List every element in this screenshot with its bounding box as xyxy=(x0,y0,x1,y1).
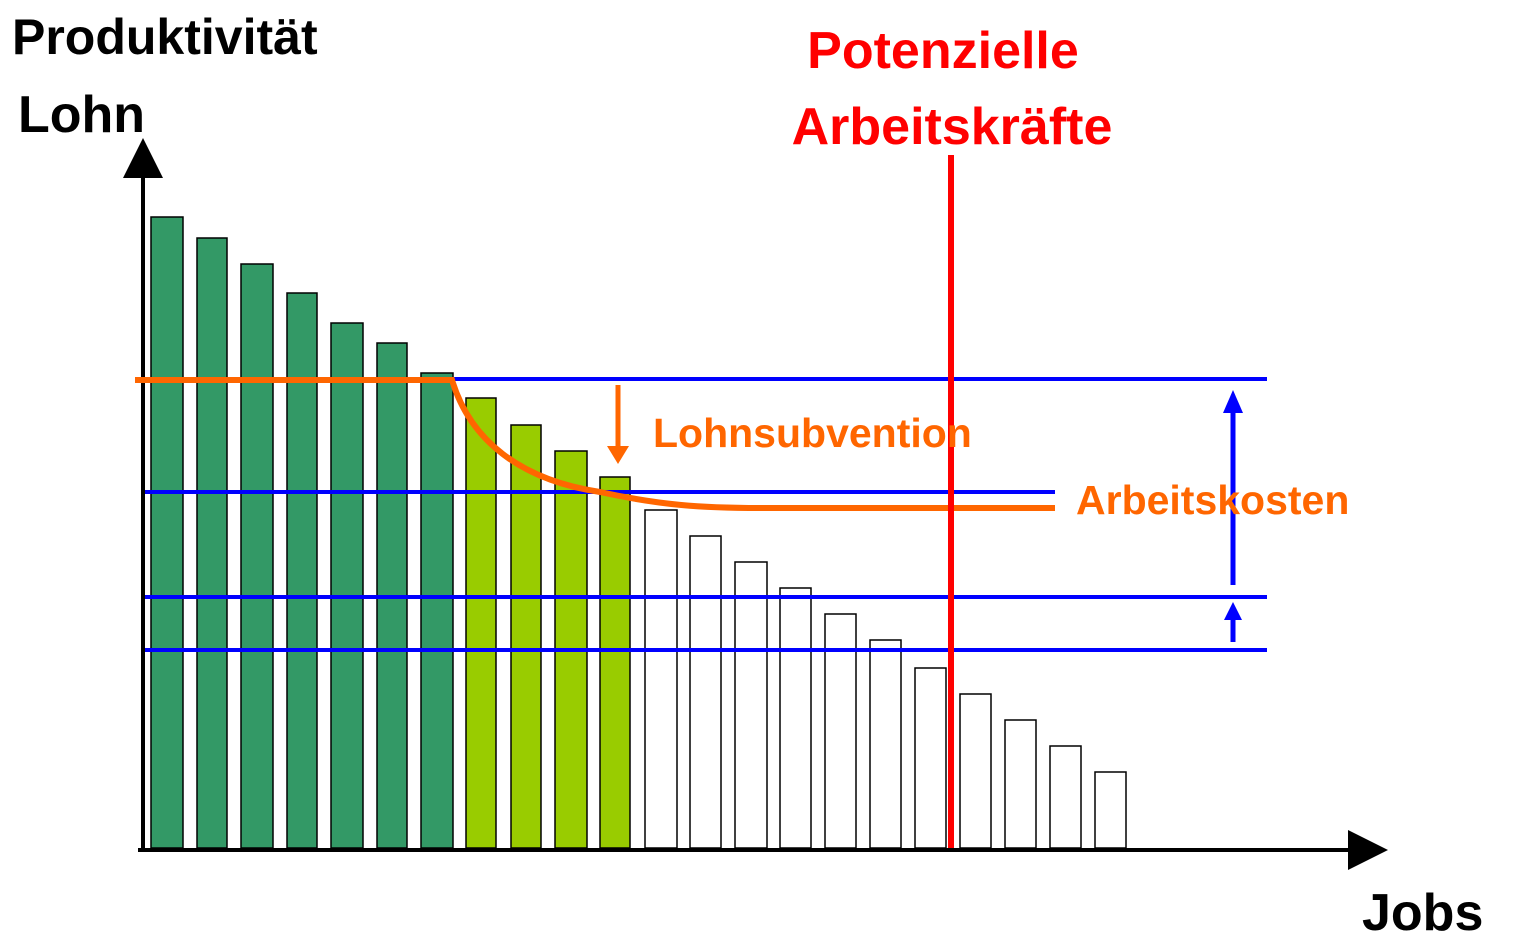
bar xyxy=(465,397,497,849)
bar xyxy=(510,424,542,849)
bar xyxy=(914,667,947,849)
bar xyxy=(644,509,678,849)
bar xyxy=(869,639,902,849)
bars xyxy=(150,216,1127,849)
blue-arrows xyxy=(1223,390,1243,642)
y-label: Lohn xyxy=(18,86,145,144)
bar xyxy=(779,587,812,849)
workforce-label: Potenzielle xyxy=(807,22,1079,80)
bar xyxy=(286,292,318,849)
labor-cost-label: Arbeitskosten xyxy=(1076,477,1349,523)
workforce-label: Arbeitskräfte xyxy=(792,98,1113,156)
bar xyxy=(959,693,992,849)
bar xyxy=(599,476,631,849)
bar xyxy=(1094,771,1127,849)
y-label: Produktivität xyxy=(12,9,318,65)
bar xyxy=(420,372,454,849)
bar xyxy=(689,535,722,849)
bar xyxy=(734,561,768,849)
bar xyxy=(196,237,228,849)
x-label: Jobs xyxy=(1362,884,1483,936)
labor-cost-curve xyxy=(135,377,1055,511)
bar xyxy=(330,322,364,849)
subsidy-arrow xyxy=(607,385,629,464)
bar xyxy=(240,263,274,849)
bar xyxy=(1004,719,1037,849)
bar xyxy=(1049,745,1082,849)
bar xyxy=(150,216,184,849)
subsidy-label: Lohnsubvention xyxy=(653,410,972,456)
